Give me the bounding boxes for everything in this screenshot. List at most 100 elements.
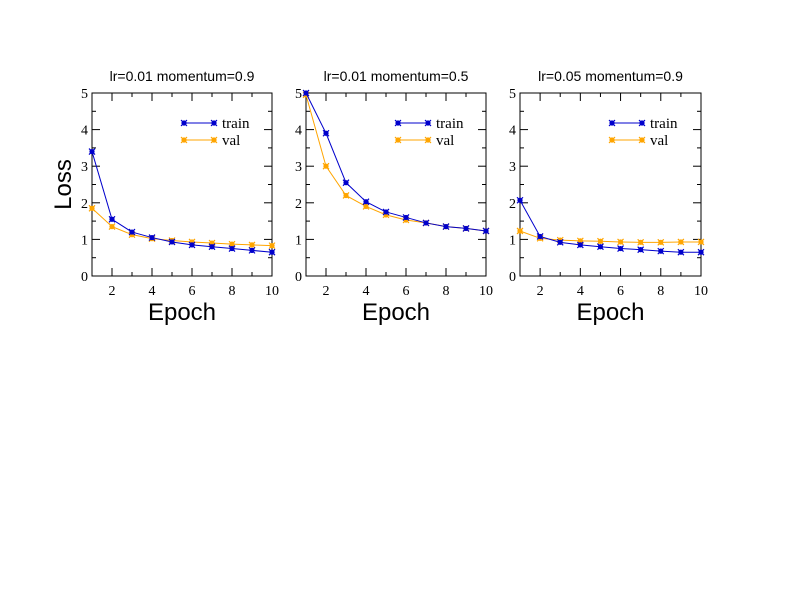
y-tick-label: 0	[509, 270, 516, 285]
data-point-val	[597, 237, 604, 245]
legend-label-train: train	[436, 116, 464, 132]
marker-star	[168, 238, 176, 246]
legend-marker-train	[608, 119, 616, 127]
marker-star	[677, 238, 685, 246]
marker-star	[657, 238, 665, 246]
marker-star	[188, 241, 196, 249]
y-tick-label: 1	[295, 233, 302, 248]
series-line-train	[91, 151, 273, 253]
legend-marker-val	[608, 136, 616, 144]
marker-star	[422, 219, 430, 227]
data-point-train	[536, 233, 544, 240]
data-point-train	[677, 248, 685, 256]
marker-star	[697, 238, 705, 246]
x-tick-label: 6	[617, 284, 624, 299]
x-tick-label: 8	[657, 284, 664, 299]
marker-star	[442, 223, 450, 231]
y-tick-label: 3	[295, 160, 302, 175]
x-tick-label: 8	[229, 284, 236, 299]
data-point-train	[188, 241, 196, 249]
legend-marker-star	[424, 136, 432, 144]
legend-label-val: val	[222, 133, 240, 149]
data-point-val	[617, 238, 624, 246]
legend-marker-val	[180, 136, 188, 144]
data-point-train	[362, 198, 370, 206]
marker-star	[322, 162, 330, 170]
y-tick-label: 5	[81, 87, 88, 102]
chart-panel-3: lr=0.05 momentum=0.9 0 1 2 3 4 5 2 4 6 8 10 Epoch val…	[509, 68, 708, 326]
legend-marker-val	[424, 136, 432, 144]
marker-star	[228, 245, 236, 252]
data-point-val	[697, 238, 705, 246]
data-point-train	[342, 179, 350, 187]
marker-star	[108, 215, 116, 223]
data-point-val	[516, 227, 524, 235]
marker-star	[108, 223, 116, 231]
legend-marker-star	[424, 119, 432, 127]
legend-marker-star	[210, 136, 218, 144]
data-point-train	[148, 234, 156, 241]
legend-marker-star	[180, 136, 188, 144]
x-axis-label: Epoch	[576, 299, 644, 326]
data-point-train	[268, 248, 276, 256]
x-tick-label: 2	[537, 284, 544, 299]
legend-marker-star	[210, 119, 218, 127]
marker-star	[556, 238, 564, 246]
data-point-train	[402, 214, 410, 221]
data-point-train	[128, 228, 136, 236]
data-point-train	[442, 223, 450, 231]
y-tick-label: 0	[81, 270, 88, 285]
y-tick-label: 0	[295, 270, 302, 285]
y-tick-label: 4	[81, 124, 88, 139]
marker-star	[128, 228, 136, 236]
marker-star	[248, 246, 256, 254]
data-point-val	[88, 204, 96, 212]
marker-star	[402, 214, 410, 221]
legend-marker-val	[638, 136, 646, 144]
data-point-train	[597, 243, 604, 251]
legend-marker-val	[210, 136, 218, 144]
marker-star	[617, 238, 624, 246]
data-point-val	[677, 238, 685, 246]
x-axis-label: Epoch	[362, 299, 430, 326]
series-line-train	[305, 92, 487, 232]
data-point-train	[556, 238, 564, 246]
data-point-train	[422, 219, 430, 227]
marker-star	[677, 248, 685, 256]
data-point-train	[302, 89, 310, 97]
marker-star	[536, 233, 544, 240]
data-point-train	[516, 196, 524, 204]
marker-star	[302, 89, 310, 97]
marker-star	[208, 243, 216, 251]
marker-star	[342, 179, 350, 187]
y-tick-label: 2	[509, 197, 516, 212]
chart-title: lr=0.05 momentum=0.9	[538, 68, 683, 84]
data-point-train	[88, 148, 96, 155]
data-point-train	[576, 241, 584, 249]
x-tick-label: 10	[479, 284, 493, 299]
data-point-train	[482, 227, 490, 235]
data-point-train	[462, 224, 470, 232]
legend-label-val: val	[650, 133, 668, 149]
marker-star	[516, 227, 524, 235]
y-tick-label: 1	[509, 233, 516, 248]
data-point-train	[617, 245, 624, 252]
y-tick-label: 3	[509, 160, 516, 175]
y-tick-label: 3	[81, 160, 88, 175]
data-point-val	[657, 238, 665, 246]
legend-marker-val	[394, 136, 402, 144]
y-tick-label: 4	[295, 124, 302, 139]
data-point-train	[208, 243, 216, 251]
legend-marker-train	[638, 119, 646, 127]
x-tick-label: 4	[149, 284, 156, 299]
marker-star	[268, 248, 276, 256]
marker-star	[382, 208, 390, 216]
chart-title: lr=0.01 momentum=0.9	[110, 68, 255, 84]
marker-star	[362, 198, 370, 206]
data-point-val	[637, 238, 645, 246]
marker-star	[597, 237, 604, 245]
marker-star	[322, 129, 330, 137]
x-tick-label: 4	[577, 284, 584, 299]
data-point-val	[322, 162, 330, 170]
